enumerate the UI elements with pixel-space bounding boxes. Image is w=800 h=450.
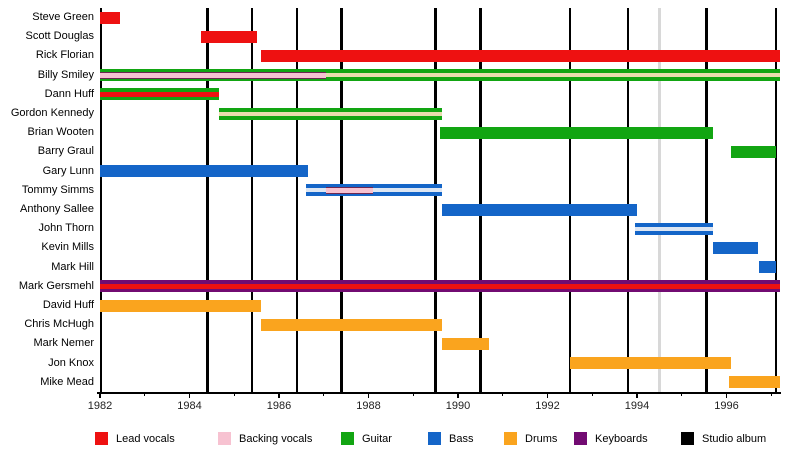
role-stripe-red xyxy=(100,283,781,289)
legend-label: Guitar xyxy=(362,433,392,445)
member-label: Mark Hill xyxy=(51,260,94,273)
legend-label: Studio album xyxy=(702,433,767,445)
role-bar-guitar xyxy=(440,126,714,139)
role-stripe-cream xyxy=(326,73,781,78)
studio-album-line xyxy=(434,8,437,392)
member-label: Mike Mead xyxy=(40,375,94,388)
role-bar-bass xyxy=(442,203,637,216)
member-label: Jon Knox xyxy=(48,356,94,369)
studio-album-line xyxy=(250,8,254,392)
studio-album-line xyxy=(705,8,708,392)
member-label: Gordon Kennedy xyxy=(10,107,94,119)
role-bar-drums xyxy=(728,376,781,389)
x-axis-tick xyxy=(725,392,728,398)
lead-vocals-swatch-icon xyxy=(95,432,108,445)
member-label: Tommy Simms xyxy=(21,183,94,196)
drums-swatch-icon xyxy=(504,432,517,445)
role-bar-bass xyxy=(713,242,758,254)
member-label: Scott Douglas xyxy=(25,30,94,43)
role-stripe-pale-blue xyxy=(634,226,714,231)
x-axis-tick xyxy=(99,392,101,398)
keyboards-swatch-icon xyxy=(574,432,587,445)
member-label: Anthony Sallee xyxy=(20,203,94,215)
studio-album-line xyxy=(479,8,482,392)
role-stripe-pink-bordered xyxy=(100,71,326,79)
studio-album-line xyxy=(206,8,209,392)
guitar-swatch-icon xyxy=(341,432,354,445)
member-label: Dann Huff xyxy=(44,87,94,100)
studio-album-line xyxy=(340,8,343,392)
x-axis-tick-label: 1992 xyxy=(535,400,560,412)
role-bar-lead-vocals xyxy=(261,50,781,62)
x-axis-tick xyxy=(188,392,191,398)
x-axis-line xyxy=(97,392,782,394)
x-axis-tick-label: 1984 xyxy=(177,400,202,412)
legend-label: Backing vocals xyxy=(239,433,313,445)
legend-label: Bass xyxy=(449,433,474,445)
x-axis-tick xyxy=(546,392,549,398)
x-axis-tick xyxy=(144,392,146,396)
role-bar-bass xyxy=(759,261,776,274)
member-label: Barry Graul xyxy=(37,145,94,158)
member-label: Kevin Mills xyxy=(41,241,94,254)
member-label: Steve Green xyxy=(32,11,94,23)
studio-album-line xyxy=(99,8,103,392)
x-axis-tick xyxy=(412,392,414,396)
member-label: Gary Lunn xyxy=(42,164,94,177)
x-axis-tick xyxy=(681,392,683,396)
member-label: Mark Nemer xyxy=(33,337,94,350)
role-stripe-pale-blue xyxy=(305,188,443,193)
legend-label: Lead vocals xyxy=(116,433,175,445)
studio-album-line xyxy=(295,8,299,392)
member-label: Mark Gersmehl xyxy=(18,279,94,292)
x-axis-tick xyxy=(636,392,638,398)
x-axis-tick xyxy=(770,392,772,396)
bass-swatch-icon xyxy=(428,432,441,445)
role-stripe-pink-bordered xyxy=(326,186,373,194)
role-bar-drums xyxy=(569,357,731,370)
role-bar-lead-vocals xyxy=(200,30,257,43)
x-axis-tick-label: 1994 xyxy=(624,400,650,412)
x-axis-tick-label: 1986 xyxy=(266,400,292,412)
role-stripe-red xyxy=(100,91,219,97)
x-axis-tick-label: 1982 xyxy=(87,400,113,412)
x-axis-tick xyxy=(457,392,459,398)
member-label: David Huff xyxy=(42,299,94,311)
studio-album-line xyxy=(568,8,572,392)
role-bar-guitar xyxy=(731,146,776,158)
other-release-line xyxy=(657,8,661,392)
x-axis-tick xyxy=(278,392,280,398)
member-label: Billy Smiley xyxy=(37,68,94,81)
member-label: Chris McHugh xyxy=(24,318,94,331)
x-axis-tick xyxy=(233,392,235,396)
x-axis-tick xyxy=(502,392,504,396)
legend-label: Keyboards xyxy=(595,433,648,445)
studio-album-line xyxy=(774,8,777,392)
x-axis-tick-label: 1988 xyxy=(356,400,381,412)
x-axis-tick xyxy=(591,392,593,396)
role-bar-bass xyxy=(100,165,309,178)
backing-vocals-swatch-icon xyxy=(218,432,231,445)
x-axis-tick-label: 1990 xyxy=(445,400,471,412)
studio-album-swatch-icon xyxy=(681,432,694,445)
studio-album-line xyxy=(626,8,630,392)
role-bar-drums xyxy=(442,338,490,350)
role-bar-drums xyxy=(261,318,443,331)
member-label: Rick Florian xyxy=(35,49,94,62)
x-axis-tick-label: 1996 xyxy=(714,400,739,412)
legend-label: Drums xyxy=(525,433,558,445)
role-bar-lead-vocals xyxy=(100,11,121,24)
role-stripe-cream xyxy=(218,111,443,116)
x-axis-tick xyxy=(367,392,370,398)
member-label: John Thorn xyxy=(38,222,94,235)
role-bar-drums xyxy=(100,299,262,312)
member-label: Brian Wooten xyxy=(27,126,94,139)
x-axis-tick xyxy=(323,392,325,396)
